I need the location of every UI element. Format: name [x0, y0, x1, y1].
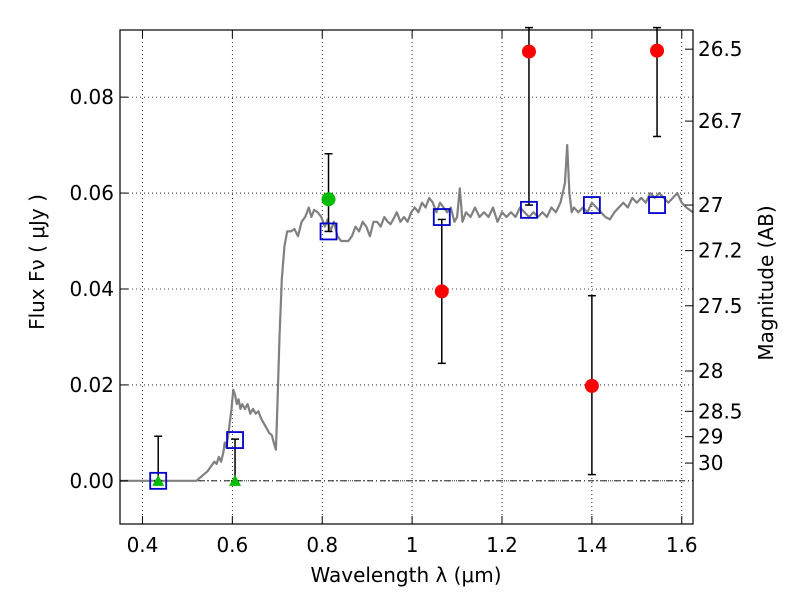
mag-tick-label: 28 [698, 359, 723, 383]
y-tick-label: 0.06 [69, 181, 114, 205]
model-photometry-square [319, 222, 338, 241]
model-spectrum-line [120, 144, 694, 482]
model-photometry-square [582, 196, 601, 214]
axis-ticks: 0.4 0.6 0.8 1 1.2 1.4 1.6 0.00 0.02 0.04 0.06 0.08 2… [69, 30, 743, 557]
x-axis-title: Wavelength λ (μm) [310, 563, 501, 587]
mag-tick-label: 28.5 [698, 399, 743, 423]
mag-tick-label: 26.5 [698, 37, 743, 61]
model-photometry-square [648, 196, 666, 214]
data-markers [149, 43, 666, 490]
y-axis-title: Flux Fν ( μJy ) [25, 194, 49, 330]
mag-tick-label: 27 [698, 193, 723, 217]
x-tick-label: 1.2 [486, 533, 518, 557]
green-upper-limit-triangle [152, 474, 165, 486]
y-tick-label: 0.02 [69, 373, 114, 397]
plot-frame [119, 29, 694, 525]
red-data-point [521, 44, 536, 59]
x-tick-label: 0.6 [216, 533, 248, 557]
mag-tick-label: 27.5 [698, 294, 743, 318]
x-tick-label: 1.6 [666, 533, 698, 557]
mag-tick-label: 26.7 [698, 109, 743, 133]
x-tick-label: 1.4 [576, 533, 608, 557]
mag-tick-label: 27.2 [698, 239, 743, 263]
y-right-axis-title: Magnitude (AB) [754, 205, 778, 360]
red-data-point [584, 378, 599, 393]
mag-tick-label: 30 [698, 451, 723, 475]
y-tick-label: 0.08 [69, 85, 114, 109]
model-photometry-square [432, 208, 451, 226]
red-data-point [650, 43, 665, 58]
model-photometry-square [226, 431, 244, 449]
x-tick-label: 0.4 [127, 533, 159, 557]
model-spectrum [120, 144, 694, 482]
grid-lines [120, 30, 693, 524]
model-photometry-square [520, 200, 538, 219]
x-tick-label: 0.8 [306, 533, 338, 557]
green-upper-limit-triangle [229, 474, 242, 486]
mag-tick-label: 29 [698, 425, 723, 449]
model-photometry-square [149, 471, 168, 490]
x-tick-label: 1 [406, 533, 419, 557]
red-data-point [434, 284, 449, 299]
y-tick-label: 0.04 [69, 277, 114, 301]
y-tick-label: 0.00 [69, 469, 114, 493]
green-data-point [321, 192, 336, 207]
